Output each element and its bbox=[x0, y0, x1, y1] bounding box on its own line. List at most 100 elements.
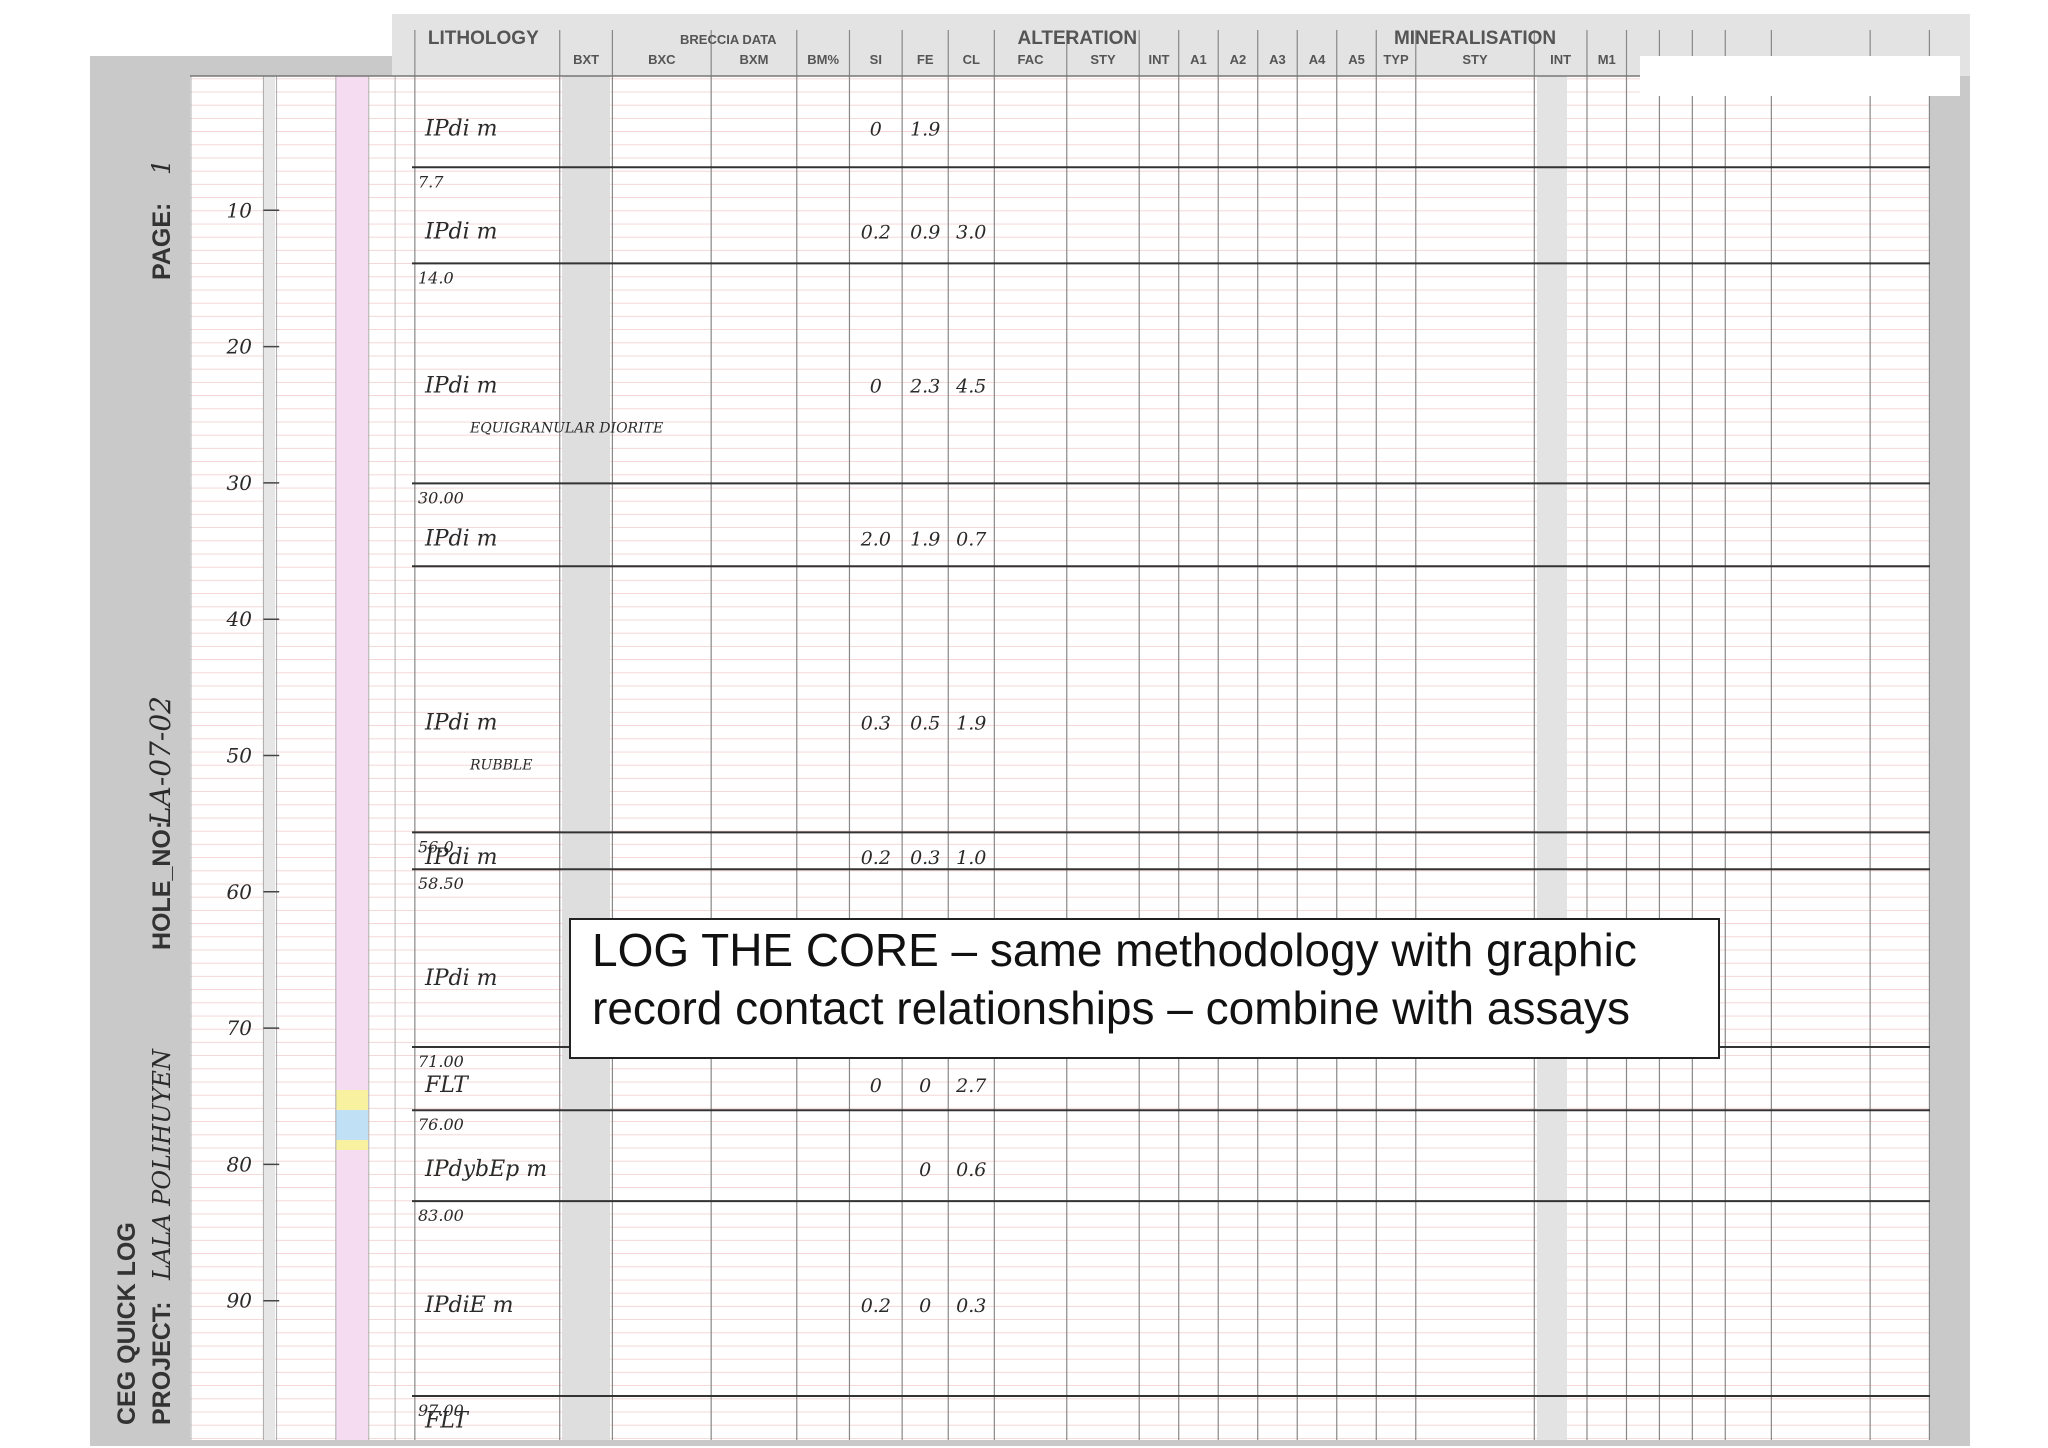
depth-label: 70 bbox=[227, 1016, 253, 1040]
value-si: 0 bbox=[870, 376, 882, 398]
value-cl: 1.0 bbox=[956, 847, 986, 869]
interval-from: 30.00 bbox=[418, 488, 464, 507]
value-cl: 3.0 bbox=[956, 221, 986, 243]
lithology: FLT bbox=[424, 1073, 470, 1098]
header-blank bbox=[1640, 56, 1960, 96]
depth-label: 30 bbox=[227, 471, 253, 495]
page-number: 1 bbox=[147, 159, 176, 175]
sheet-title: CEG QUICK LOG bbox=[113, 1222, 141, 1425]
value-fe: 1.9 bbox=[910, 119, 940, 141]
column-label: BXM bbox=[740, 52, 769, 67]
interval-from: 58.50 bbox=[418, 874, 464, 893]
hole-number: LA-07-02 bbox=[144, 696, 177, 826]
ruled-lines bbox=[190, 76, 1930, 1440]
interval-from: 56.0 bbox=[418, 837, 454, 856]
depth-label: 90 bbox=[227, 1289, 253, 1313]
callout-line: LOG THE CORE – same methodology with gra… bbox=[592, 924, 1637, 976]
callout-line: record contact relationships – combine w… bbox=[592, 982, 1630, 1034]
interval-from: 76.00 bbox=[418, 1115, 464, 1134]
column-label: TYP bbox=[1383, 52, 1409, 67]
depth-label: 10 bbox=[227, 198, 253, 222]
value-fe: 0 bbox=[919, 1295, 931, 1317]
value-cl: 0.3 bbox=[956, 1295, 986, 1317]
callout-box bbox=[569, 918, 1720, 1059]
column-label: FAC bbox=[1018, 52, 1045, 67]
lithology: IPdi m bbox=[424, 374, 497, 399]
interval-from: 71.00 bbox=[418, 1052, 464, 1071]
value-fe: 1.9 bbox=[910, 528, 940, 550]
lithology: IPdi m bbox=[424, 966, 497, 991]
lithology: IPdi m bbox=[424, 117, 497, 142]
value-cl: 2.7 bbox=[955, 1075, 987, 1097]
column-lines bbox=[190, 30, 1931, 1440]
lithology: IPdi m bbox=[424, 845, 497, 870]
value-si: 0.3 bbox=[861, 713, 891, 735]
group-label: MINERALISATION bbox=[1394, 28, 1556, 49]
interval-from: 83.00 bbox=[418, 1206, 464, 1225]
value-fe: 2.3 bbox=[909, 376, 940, 398]
column-label: SI bbox=[870, 52, 882, 67]
column-label: A1 bbox=[1190, 52, 1207, 67]
group-label: BRECCIA DATA bbox=[680, 32, 777, 47]
corner-blank bbox=[90, 14, 392, 56]
column-label: INT bbox=[1550, 52, 1571, 67]
value-fe: 0 bbox=[919, 1159, 931, 1181]
column-label: FE bbox=[917, 52, 934, 67]
project-label: PROJECT: bbox=[148, 1301, 176, 1425]
lithology-note: EQUIGRANULAR DIORITE bbox=[469, 421, 663, 437]
column-label: STY bbox=[1462, 52, 1488, 67]
column-label: BM% bbox=[807, 52, 839, 67]
lithology: IPdi m bbox=[424, 711, 497, 736]
page-label: PAGE: bbox=[148, 203, 176, 280]
value-fe: 0.9 bbox=[910, 221, 940, 243]
content: LITHOLOGY BRECCIA DATA ALTERATION MINERALIS… bbox=[113, 28, 1930, 1434]
value-fe: 0.5 bbox=[910, 713, 940, 735]
value-cl: 0.7 bbox=[956, 528, 987, 550]
interval-from: 97.00 bbox=[418, 1401, 464, 1420]
graphic-column bbox=[336, 76, 368, 1440]
column-label: A3 bbox=[1269, 52, 1286, 67]
column-label: CL bbox=[963, 52, 980, 67]
value-si: 0 bbox=[870, 119, 882, 141]
depth-label: 60 bbox=[227, 880, 253, 904]
value-fe: 0 bbox=[919, 1075, 931, 1097]
value-cl: 0.6 bbox=[956, 1159, 986, 1181]
column-label: A4 bbox=[1309, 52, 1326, 67]
graphic-blue bbox=[336, 1110, 368, 1140]
grey-column bbox=[562, 76, 610, 1440]
group-label: LITHOLOGY bbox=[428, 28, 539, 49]
value-si: 2.0 bbox=[860, 528, 891, 550]
lithology: IPdiE m bbox=[424, 1293, 514, 1318]
group-label: ALTERATION bbox=[1017, 28, 1137, 49]
lithology: IPdi m bbox=[424, 526, 497, 551]
lithology: IPdybEp m bbox=[424, 1157, 547, 1182]
grey-strip bbox=[263, 76, 275, 1440]
column-label: BXC bbox=[648, 52, 676, 67]
lithology: IPdi m bbox=[424, 219, 497, 244]
value-si: 0.2 bbox=[861, 221, 891, 243]
depth-label: 20 bbox=[226, 335, 253, 359]
column-label: A5 bbox=[1348, 52, 1365, 67]
depth-label: 50 bbox=[227, 744, 253, 768]
hole-label: HOLE_NO: bbox=[148, 821, 176, 950]
column-label: BXT bbox=[573, 52, 599, 67]
value-cl: 1.9 bbox=[956, 713, 986, 735]
column-label: A2 bbox=[1230, 52, 1247, 67]
column-label: INT bbox=[1148, 52, 1169, 67]
value-si: 0 bbox=[870, 1075, 882, 1097]
callout: LOG THE CORE – same methodology with gra… bbox=[569, 918, 1720, 1059]
value-cl: 4.5 bbox=[955, 376, 986, 398]
interval-from: 7.7 bbox=[418, 172, 444, 191]
value-si: 0.2 bbox=[861, 847, 891, 869]
lithology: FLT bbox=[424, 1409, 470, 1434]
interval-from: 14.0 bbox=[418, 268, 454, 287]
lithology-note: RUBBLE bbox=[469, 758, 532, 774]
depth-label: 40 bbox=[226, 607, 253, 631]
grey-column bbox=[1537, 76, 1567, 1440]
value-si: 0.2 bbox=[861, 1295, 891, 1317]
column-label: M1 bbox=[1598, 52, 1616, 67]
project-name: LALA POLIHUYEN bbox=[148, 1048, 176, 1281]
value-fe: 0.3 bbox=[910, 847, 940, 869]
column-label: STY bbox=[1090, 52, 1116, 67]
